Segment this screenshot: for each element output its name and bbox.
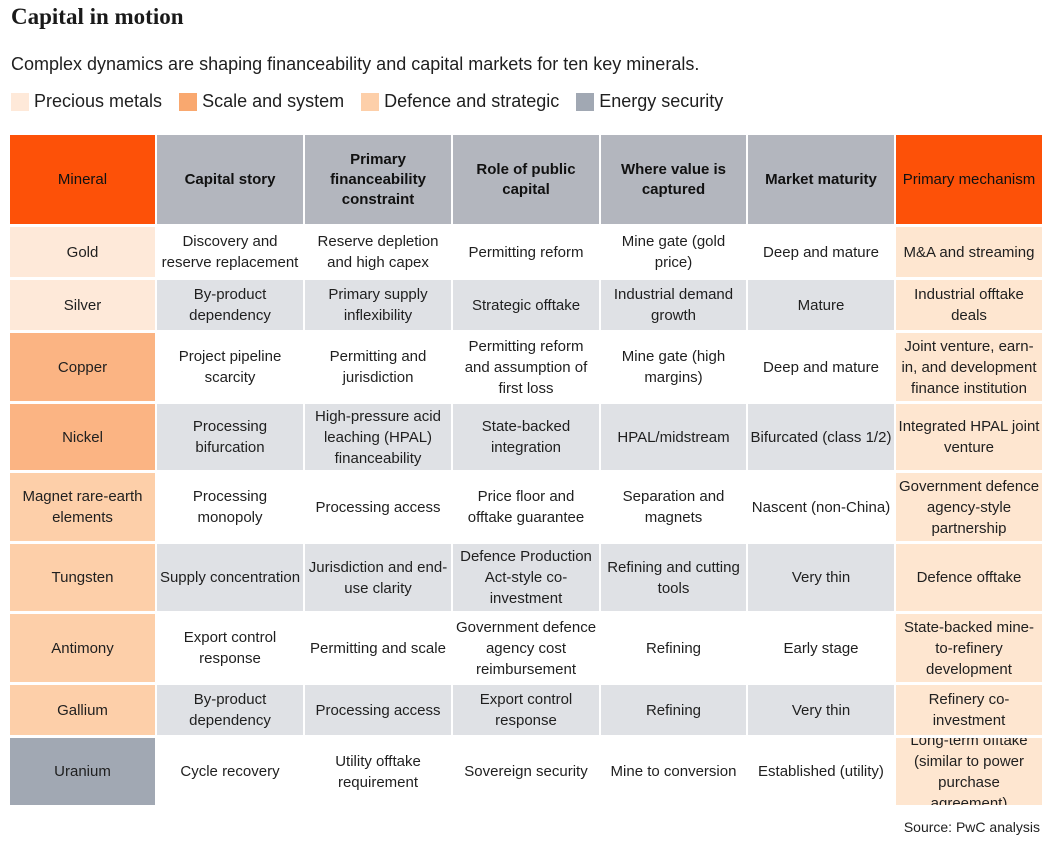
table-cell: Export control response [453,685,599,735]
legend-item-precious: Precious metals [11,91,162,112]
mineral-cell-copper: Copper [10,333,155,401]
header-financeability-constraint: Primary financeability constraint [305,135,451,224]
table-cell: Processing bifurcation [157,404,303,470]
table-cell: Price floor and offtake guarantee [453,473,599,541]
table-cell: Project pipeline scarcity [157,333,303,401]
table-cell: Jurisdiction and end-use clarity [305,544,451,611]
mechanism-cell: Integrated HPAL joint venture [896,404,1042,470]
table-cell: Utility offtake requirement [305,738,451,805]
table-cell: By-product dependency [157,685,303,735]
table-cell: Established (utility) [748,738,894,805]
legend-swatch-precious [11,92,29,111]
legend-item-energy: Energy security [576,91,723,112]
legend-swatch-scale [179,92,198,111]
table-cell: Primary supply inflexibility [305,280,451,330]
header-mineral: Mineral [10,135,155,224]
mineral-cell-gallium: Gallium [10,685,155,735]
legend-label-scale: Scale and system [202,91,345,111]
table-cell: Permitting reform [453,227,599,277]
table-cell: Sovereign security [453,738,599,805]
table-cell: Deep and mature [748,227,894,277]
header-capital-story: Capital story [157,135,303,224]
mineral-cell-uranium: Uranium [10,738,155,805]
table-cell: Permitting reform and assumption of firs… [453,333,599,401]
header-role-public-capital: Role of public capital [453,135,599,224]
table-cell: Supply concentration [157,544,303,611]
legend-swatch-energy [576,92,595,111]
legend-label-defence: Defence and strategic [384,91,560,111]
table-cell: Mine to conversion [601,738,746,805]
source-note: Source: PwC analysis [903,819,1040,835]
mineral-cell-tungsten: Tungsten [10,544,155,611]
table-cell: High-pressure acid leaching (HPAL) finan… [305,404,451,470]
table-cell: Separation and magnets [601,473,746,541]
legend-item-defence: Defence and strategic [361,91,559,112]
header-primary-mechanism: Primary mechanism [896,135,1042,224]
mineral-cell-magnet-rare-earth: Magnet rare-earth elements [10,473,155,541]
mineral-cell-silver: Silver [10,280,155,330]
table-cell: Nascent (non-China) [748,473,894,541]
table-cell: Reserve depletion and high capex [305,227,451,277]
legend: Precious metals Scale and system Defence… [11,91,740,112]
table-cell: State-backed integration [453,404,599,470]
table-cell: Early stage [748,614,894,682]
legend-label-precious: Precious metals [34,91,163,111]
table-cell: Industrial demand growth [601,280,746,330]
mechanism-cell: Joint venture, earn-in, and development … [896,333,1042,401]
header-market-maturity: Market maturity [748,135,894,224]
table-cell: Refining [601,685,746,735]
table-cell: Permitting and scale [305,614,451,682]
page-subtitle: Complex dynamics are shaping financeabil… [11,54,700,74]
mechanism-cell: Refinery co-investment [896,685,1042,735]
table-cell: Processing access [305,685,451,735]
mechanism-cell: Long-term offtake (similar to power purc… [896,738,1042,805]
table-cell: Discovery and reserve replacement [157,227,303,277]
legend-item-scale: Scale and system [179,91,344,112]
table-cell: Permitting and jurisdiction [305,333,451,401]
mineral-cell-nickel: Nickel [10,404,155,470]
table-cell: Refining and cutting tools [601,544,746,611]
table-cell: HPAL/midstream [601,404,746,470]
header-value-captured: Where value is captured [601,135,746,224]
mineral-cell-antimony: Antimony [10,614,155,682]
mechanism-cell: Government defence agency-style partners… [896,473,1042,541]
table-cell: Very thin [748,685,894,735]
mechanism-cell: State-backed mine-to-refinery developmen… [896,614,1042,682]
minerals-table: Mineral Capital story Primary financeabi… [10,135,1042,805]
table-cell: Strategic offtake [453,280,599,330]
table-cell: Defence Production Act-style co-investme… [453,544,599,611]
mechanism-cell: Industrial offtake deals [896,280,1042,330]
mineral-cell-gold: Gold [10,227,155,277]
table-cell: Government defence agency cost reimburse… [453,614,599,682]
mechanism-cell: M&A and streaming [896,227,1042,277]
table-cell: Processing access [305,473,451,541]
legend-label-energy: Energy security [599,91,724,111]
table-cell: Export control response [157,614,303,682]
table-cell: Mine gate (high margins) [601,333,746,401]
mechanism-cell: Defence offtake [896,544,1042,611]
table-cell: Cycle recovery [157,738,303,805]
table-cell: Bifurcated (class 1/2) [748,404,894,470]
table-cell: By-product dependency [157,280,303,330]
page-title: Capital in motion [11,4,184,29]
table-cell: Mine gate (gold price) [601,227,746,277]
table-cell: Refining [601,614,746,682]
table-cell: Very thin [748,544,894,611]
legend-swatch-defence [361,92,380,111]
table-cell: Deep and mature [748,333,894,401]
table-cell: Mature [748,280,894,330]
table-cell: Processing monopoly [157,473,303,541]
